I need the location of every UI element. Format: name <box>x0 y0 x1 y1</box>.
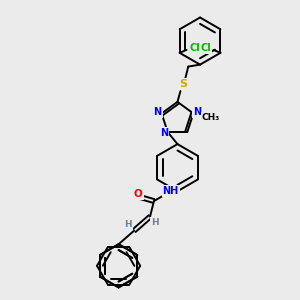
Text: N: N <box>154 107 162 118</box>
Text: Cl: Cl <box>200 43 211 53</box>
Text: H: H <box>151 218 159 227</box>
Text: NH: NH <box>163 186 179 196</box>
Text: Cl: Cl <box>189 43 200 53</box>
Text: H: H <box>124 220 132 229</box>
Text: N: N <box>193 107 201 118</box>
Text: N: N <box>160 128 168 138</box>
Text: O: O <box>134 189 142 199</box>
Text: S: S <box>179 79 188 89</box>
Text: CH₃: CH₃ <box>202 113 220 122</box>
